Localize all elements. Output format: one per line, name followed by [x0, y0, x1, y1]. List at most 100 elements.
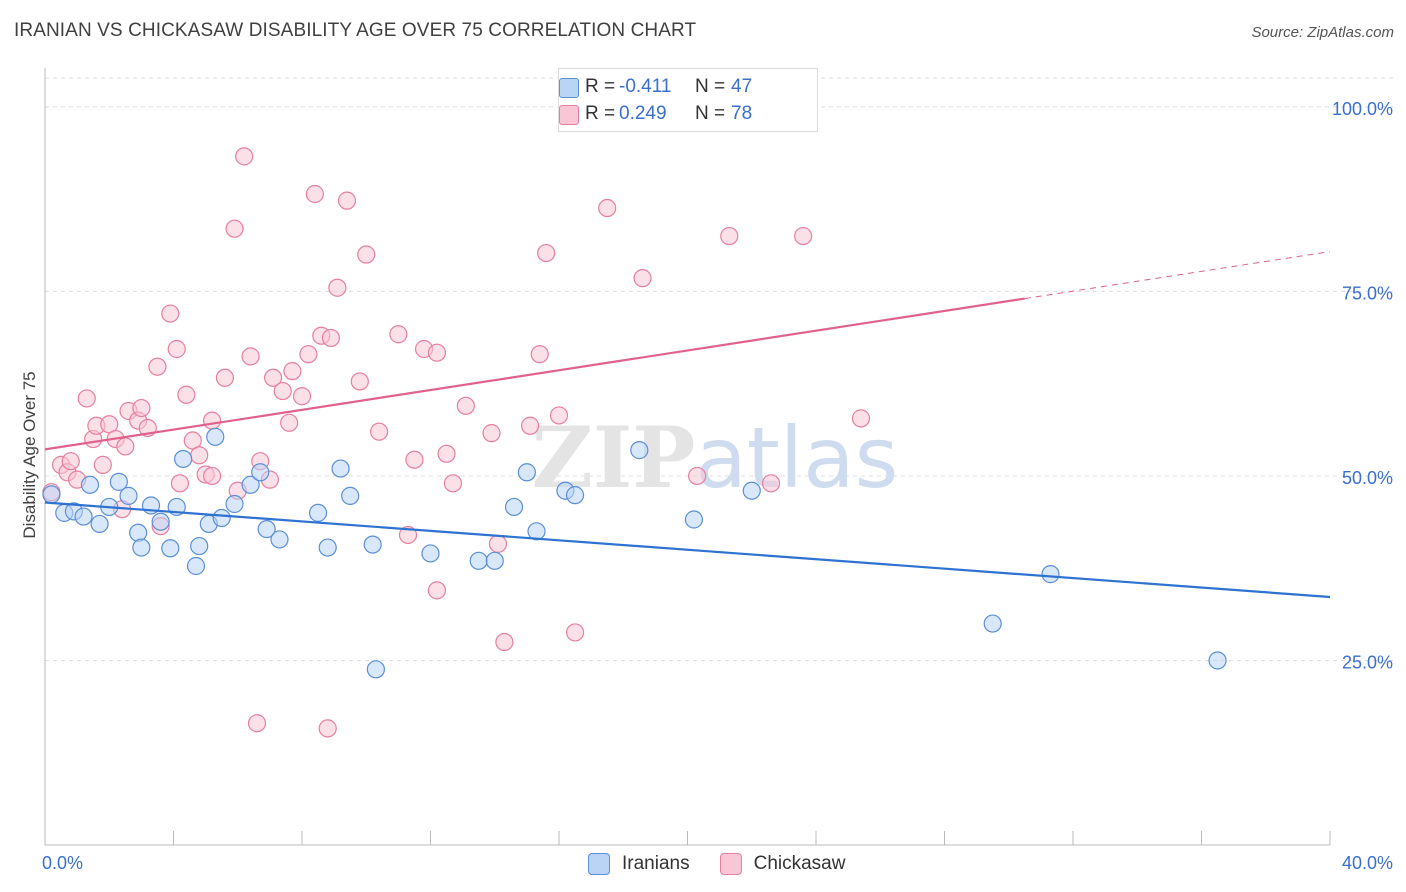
- chickasaw-point: [321, 328, 341, 348]
- r-label: R =: [585, 76, 616, 97]
- chickasaw-point: [357, 245, 376, 264]
- legend-label-iranians: Iranians: [622, 853, 690, 874]
- chickasaw-point: [350, 372, 369, 391]
- iranians-point: [684, 510, 704, 529]
- chickasaw-point: [318, 719, 337, 738]
- iranians-point: [119, 486, 138, 505]
- iranians-point: [109, 472, 128, 491]
- chickasaw-point: [283, 362, 302, 381]
- chickasaw-point: [443, 474, 463, 493]
- iranians-point: [241, 475, 260, 494]
- iranians-point: [1041, 565, 1060, 584]
- legend-label-chickasaw: Chickasaw: [753, 853, 846, 874]
- chickasaw-point: [161, 304, 180, 323]
- chickasaw-point: [305, 184, 324, 204]
- iranians-point: [504, 497, 524, 517]
- chickasaw-point: [241, 347, 260, 366]
- r-value: -0.411: [619, 76, 672, 97]
- iranians-point: [517, 463, 536, 482]
- iranians-point: [485, 551, 504, 570]
- chickasaw-point: [116, 437, 135, 456]
- chickasaw-point: [225, 219, 244, 238]
- iranians-point: [366, 660, 385, 679]
- chickasaw-trend-line: [44, 297, 1025, 451]
- chickasaw-point: [292, 387, 312, 406]
- chickasaw-point: [398, 525, 418, 545]
- iranians-point: [206, 427, 225, 446]
- chickasaw-point: [482, 424, 501, 443]
- chickasaw-point: [132, 398, 151, 418]
- watermark: ZIPatlas: [532, 408, 899, 507]
- iranians-point: [74, 507, 93, 526]
- iranians-point: [129, 523, 148, 542]
- iranians-point: [469, 551, 488, 570]
- y-tick-label: 100.0%: [1332, 99, 1393, 119]
- chickasaw-point: [537, 243, 556, 263]
- y-tick-label: 50.0%: [1342, 468, 1393, 488]
- chickasaw-point: [598, 198, 617, 218]
- chickasaw-point: [148, 357, 167, 376]
- chickasaw-point: [495, 632, 514, 652]
- chickasaw-point: [280, 413, 299, 432]
- n-label: N =: [695, 76, 726, 97]
- iranians-point: [190, 536, 209, 556]
- y-tick-label: 25.0%: [1342, 652, 1393, 672]
- chickasaw-point: [77, 389, 96, 408]
- chickasaw-point: [720, 226, 739, 246]
- iranians-point: [1208, 651, 1227, 670]
- iranians-point: [363, 535, 382, 554]
- chickasaw-point: [370, 422, 389, 441]
- iranians-point: [257, 519, 276, 539]
- chickasaw-point: [202, 411, 222, 430]
- iranians-point: [212, 508, 231, 528]
- series-legend: Iranians Chickasaw: [588, 851, 875, 877]
- iranians-point: [565, 486, 585, 505]
- n-label: N =: [695, 103, 726, 124]
- chickasaw-point: [427, 343, 447, 362]
- r-label: R =: [585, 103, 616, 124]
- chickasaw-point: [794, 226, 813, 246]
- iranians-trend-line: [44, 501, 1331, 599]
- chickasaw-point: [427, 581, 447, 600]
- iranians-point: [308, 503, 328, 522]
- iranians-point: [161, 539, 180, 558]
- chickasaw-point: [167, 339, 186, 359]
- chickasaw-point: [549, 406, 569, 425]
- chickasaw-swatch: [559, 105, 579, 125]
- n-value: 47: [731, 76, 753, 97]
- chickasaw-point: [851, 409, 871, 428]
- chickasaw-point: [328, 278, 347, 297]
- chart-title: IRANIAN VS CHICKASAW DISABILITY AGE OVER…: [14, 20, 697, 41]
- chickasaw-point: [247, 714, 267, 733]
- chickasaw-point: [61, 452, 80, 471]
- chickasaw-point: [688, 466, 707, 486]
- iranians-point: [270, 530, 289, 549]
- iranians-point: [174, 449, 193, 469]
- chickasaw-point: [405, 450, 424, 469]
- chickasaw-point: [520, 416, 540, 435]
- chickasaw-point: [273, 381, 292, 401]
- chickasaw-point: [170, 474, 190, 493]
- chickasaw-trend-extension: [1024, 251, 1331, 300]
- iranians-point: [90, 514, 109, 534]
- iranians-legend-swatch: [588, 853, 610, 875]
- x-tick-label: 0.0%: [42, 853, 83, 873]
- iranians-point: [341, 486, 360, 505]
- iranians-point: [318, 538, 337, 557]
- chickasaw-point: [337, 191, 357, 210]
- y-tick-label: 75.0%: [1342, 283, 1393, 303]
- chickasaw-point: [389, 325, 408, 344]
- chickasaw-point: [530, 345, 549, 364]
- iranians-swatch: [559, 78, 579, 98]
- iranians-point: [983, 614, 1002, 633]
- legend-item-iranians: Iranians: [588, 853, 690, 875]
- iranians-point: [132, 538, 151, 557]
- iranians-point: [42, 485, 61, 504]
- iranians-point: [742, 481, 761, 500]
- r-value: 0.249: [619, 103, 667, 124]
- iranians-point: [151, 512, 170, 531]
- chickasaw-point: [761, 474, 781, 493]
- iranians-point: [421, 544, 440, 563]
- correlation-legend: R = -0.411 N = 47 R = 0.249 N = 78: [558, 68, 818, 132]
